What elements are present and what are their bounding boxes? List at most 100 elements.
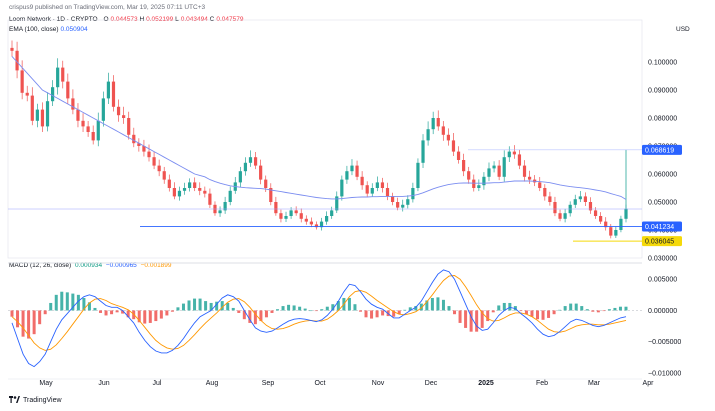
price-axis-tick: 0.030000 xyxy=(648,256,677,263)
macd-hist-bar xyxy=(121,310,125,314)
macd-hist-bar xyxy=(71,293,75,311)
macd-hist-bar xyxy=(60,291,64,311)
candle-down xyxy=(527,176,532,180)
candle-up xyxy=(614,230,618,236)
macd-hist-bar xyxy=(580,306,584,311)
candle-down xyxy=(517,154,522,166)
candle-up xyxy=(223,202,227,211)
candle-down xyxy=(360,176,364,186)
macd-hist-bar xyxy=(220,301,224,311)
candle-down xyxy=(451,140,456,152)
time-axis-label: Sep xyxy=(262,380,275,387)
macd-hist-bar xyxy=(248,310,252,323)
candle-up xyxy=(573,199,577,205)
candle-up xyxy=(502,157,506,177)
price-pane-frame xyxy=(7,19,643,259)
candle-up xyxy=(289,210,293,216)
candle-down xyxy=(259,165,263,180)
macd-hist-bar xyxy=(524,310,528,315)
candle-up xyxy=(248,157,253,163)
candle-down xyxy=(583,196,588,202)
macd-hist-bar xyxy=(281,306,285,311)
macd-hist-bar xyxy=(414,306,418,311)
candle-down xyxy=(157,165,161,172)
macd-axis-tick: −0.010000 xyxy=(648,370,681,377)
candle-down xyxy=(20,70,24,93)
macd-hist-bar xyxy=(491,310,495,313)
candle-down xyxy=(71,98,75,110)
candle-up xyxy=(340,179,344,197)
macd-signal-line xyxy=(11,275,627,351)
candle-down xyxy=(462,160,466,172)
candle-up xyxy=(106,81,111,99)
price-legend: Loom Network · 1D · CRYPTO O 0.044573 H 0.… xyxy=(9,16,243,23)
candle-down xyxy=(558,213,562,219)
candle-down xyxy=(441,126,445,135)
macd-hist-bar xyxy=(309,310,313,312)
macd-hist-bar xyxy=(110,310,114,315)
price-badge-bg xyxy=(642,236,682,247)
candle-down xyxy=(264,179,268,188)
candle-down xyxy=(25,92,29,96)
price-axis-tick: 0.050000 xyxy=(648,200,677,207)
candle-down xyxy=(593,210,598,216)
macd-hist-bar xyxy=(38,310,42,325)
candle-up xyxy=(350,165,354,172)
candle-down xyxy=(116,106,121,116)
time-axis-label: 2025 xyxy=(478,380,494,387)
macd-hist-bar xyxy=(264,310,268,318)
macd-hist-bar xyxy=(403,309,407,311)
candle-up xyxy=(45,101,50,127)
candle-up xyxy=(624,208,628,219)
macd-hist-bar xyxy=(54,294,58,311)
macd-label: MACD (12, 26, close) xyxy=(9,262,72,269)
macd-hist-bar xyxy=(176,307,180,311)
macd-hist-bar xyxy=(519,310,523,312)
macd-hist-bar xyxy=(618,306,622,311)
candle-down xyxy=(172,188,176,197)
candle-down xyxy=(599,216,603,222)
ema-label: EMA (100, close) xyxy=(9,26,59,33)
candle-up xyxy=(421,140,425,163)
candle-up xyxy=(416,162,420,188)
tradingview-logo-icon xyxy=(9,396,20,403)
macd-hist-bar xyxy=(104,310,108,316)
candle-down xyxy=(208,193,212,205)
currency-label: USD xyxy=(676,26,690,33)
macd-hist-bar xyxy=(181,303,185,311)
price-axis-tick: 0.080000 xyxy=(648,116,677,123)
candle-down xyxy=(111,81,116,107)
macd-hist-bar xyxy=(16,310,20,328)
macd-hist-bar xyxy=(154,310,158,322)
symbol-label: Loom Network · 1D · CRYPTO xyxy=(9,16,98,23)
macd-hist-bar xyxy=(231,307,235,311)
candle-down xyxy=(253,157,258,166)
macd-hist-bar xyxy=(397,310,401,315)
macd-hist-bar xyxy=(547,310,551,318)
candle-up xyxy=(238,171,242,183)
macd-hist-bar xyxy=(165,310,169,316)
candle-down xyxy=(436,118,440,127)
candle-down xyxy=(446,134,450,141)
macd-hist-bar xyxy=(314,310,318,312)
candle-up xyxy=(345,171,349,180)
candle-down xyxy=(538,182,542,188)
candle-down xyxy=(472,179,476,188)
candle-up xyxy=(507,151,511,158)
ohlc-close: C 0.047579 xyxy=(209,16,244,23)
candle-down xyxy=(193,182,197,188)
macd-legend: MACD (12, 26, close) 0.000934 −0.000965 … xyxy=(9,262,172,269)
candle-up xyxy=(375,182,379,188)
candle-up xyxy=(330,210,334,216)
publisher-line: crispus9 published on TradingView.com, M… xyxy=(9,4,206,11)
macd-hist-bar xyxy=(591,310,595,312)
candle-up xyxy=(578,196,582,200)
price-axis-tick: 0.090000 xyxy=(648,88,677,95)
candles-group xyxy=(10,40,628,239)
candle-up xyxy=(619,218,623,230)
candle-up xyxy=(492,165,496,169)
candle-down xyxy=(269,188,273,202)
macd-hist-bar xyxy=(27,310,31,339)
macd-hist-bar xyxy=(486,310,490,322)
